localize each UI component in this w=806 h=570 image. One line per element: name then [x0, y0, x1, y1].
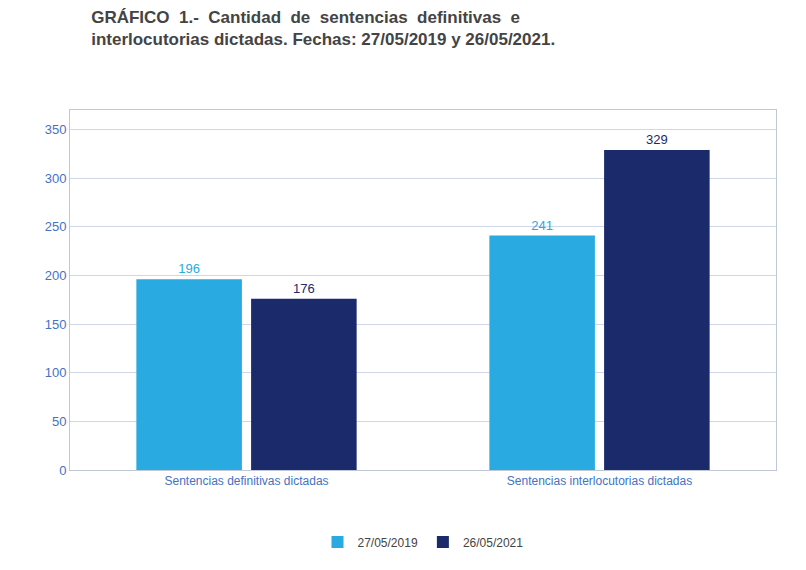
svg-text:27/05/2019: 27/05/2019: [358, 536, 418, 550]
svg-text:196: 196: [178, 261, 200, 276]
svg-text:329: 329: [646, 132, 668, 147]
svg-text:0: 0: [59, 463, 66, 478]
svg-text:50: 50: [52, 414, 66, 429]
svg-text:300: 300: [45, 171, 67, 186]
svg-text:176: 176: [293, 281, 315, 296]
svg-text:Sentencias definitivas dictada: Sentencias definitivas dictadas: [164, 474, 328, 488]
svg-text:250: 250: [45, 219, 67, 234]
svg-text:241: 241: [531, 218, 553, 233]
svg-text:200: 200: [45, 268, 67, 283]
svg-text:150: 150: [45, 317, 67, 332]
svg-text:350: 350: [45, 122, 67, 137]
svg-text:26/05/2021: 26/05/2021: [463, 536, 523, 550]
svg-text:GRÁFICO 1.- Cantidad de se: GRÁFICO 1.- Cantidad de sentencias defin…: [91, 8, 555, 49]
svg-text:Sentencias interlocutorias dic: Sentencias interlocutorias dictadas: [507, 474, 692, 488]
svg-text:100: 100: [45, 365, 67, 380]
